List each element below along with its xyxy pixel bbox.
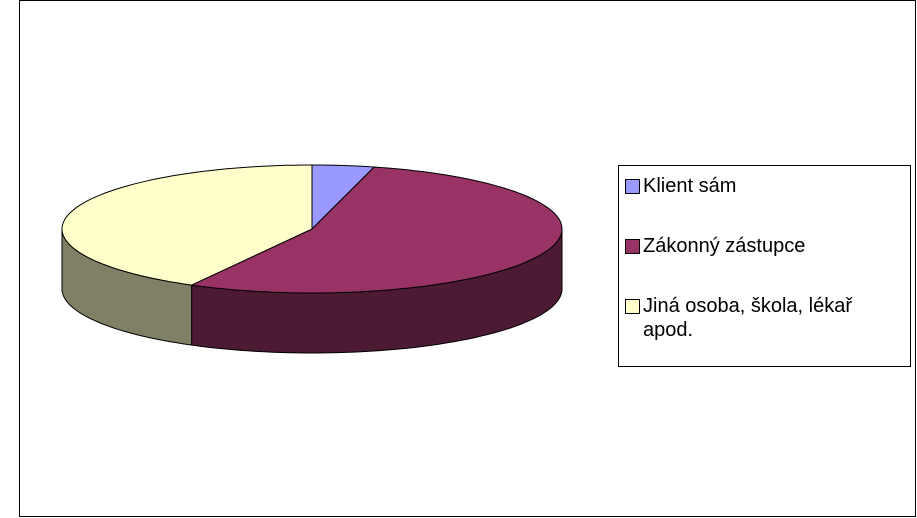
legend-item: Klient sám bbox=[623, 174, 906, 198]
legend-label: Zákonný zástupce bbox=[643, 235, 806, 257]
legend-swatch bbox=[625, 179, 640, 194]
legend-label: Klient sám bbox=[643, 175, 737, 197]
legend-label: Jiná osoba, škola, lékař apod. bbox=[643, 295, 853, 341]
legend-swatch bbox=[625, 239, 640, 254]
pie-slice bbox=[189, 166, 563, 294]
pie-slice bbox=[61, 164, 313, 286]
legend-item: Zákonný zástupce bbox=[623, 234, 906, 258]
legend-item: Jiná osoba, škola, lékař apod. bbox=[623, 294, 906, 342]
chart-frame bbox=[19, 0, 916, 517]
legend: Klient sám Zákonný zástupce Jiná osoba, šk… bbox=[618, 165, 911, 367]
legend-swatch bbox=[625, 299, 640, 314]
